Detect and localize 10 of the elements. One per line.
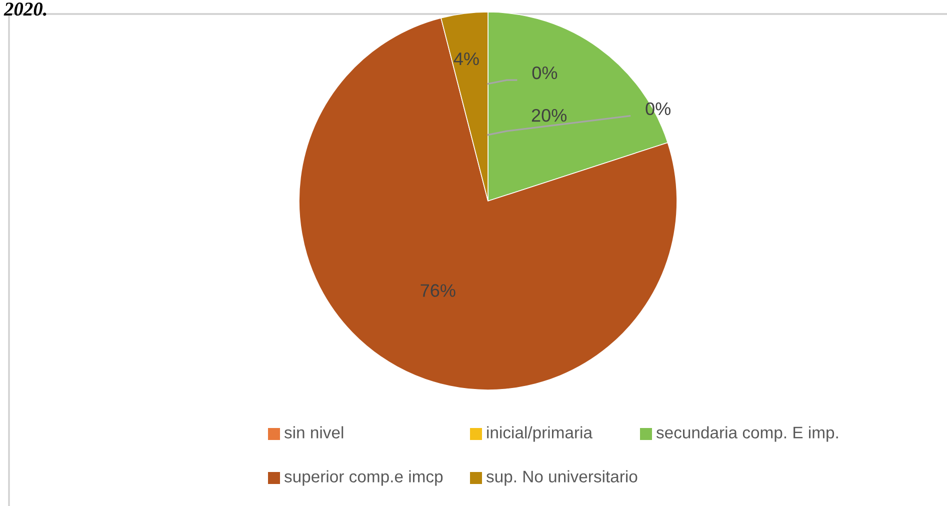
legend-label: sup. No universitario: [486, 470, 638, 486]
data-label: 76%: [420, 284, 456, 297]
data-label: 4%: [454, 52, 479, 66]
legend-label: sin nivel: [284, 426, 344, 438]
legend-label: secundaria comp. E imp.: [656, 426, 838, 442]
text: 0%: [532, 66, 558, 80]
data-label: 20%: [532, 108, 567, 122]
text: 2020.: [4, 2, 46, 16]
legend-label: superior comp.e imcp: [284, 470, 443, 486]
legend-label: inicial/primaria: [487, 426, 593, 442]
